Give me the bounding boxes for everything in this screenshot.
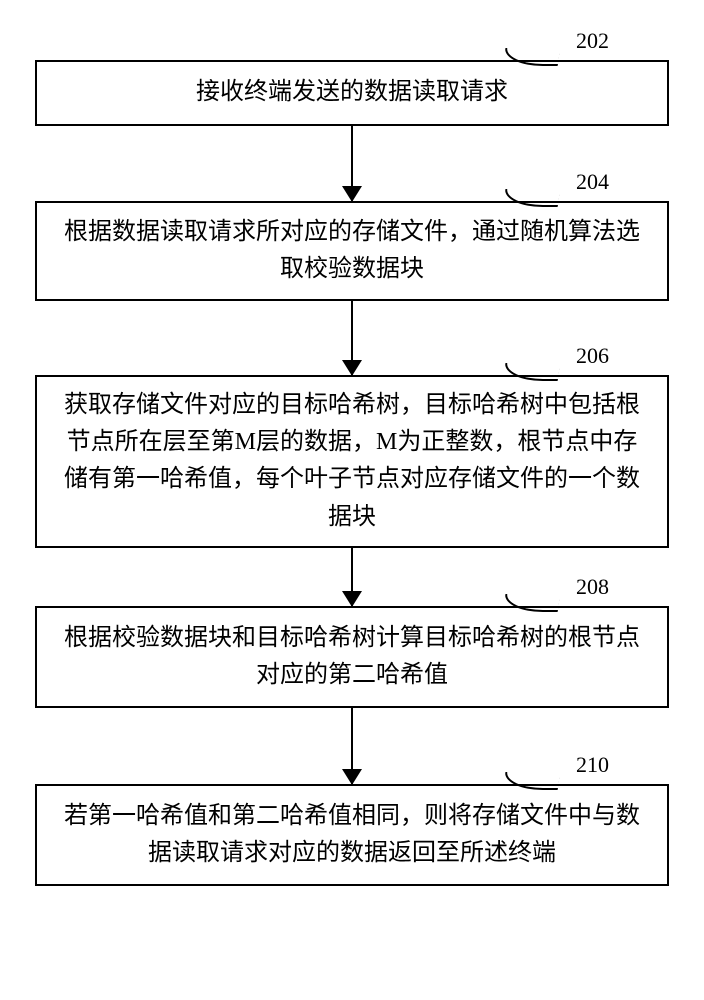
arrow-down-icon — [351, 126, 354, 201]
arrow-down-icon — [351, 708, 354, 784]
flowchart-step: 204 根据数据读取请求所对应的存储文件，通过随机算法选取校验数据块 — [35, 201, 669, 375]
arrow-down-icon — [351, 548, 354, 606]
flowchart-box: 若第一哈希值和第二哈希值相同，则将存储文件中与数据读取请求对应的数据返回至所述终… — [35, 784, 669, 886]
arrow-down-icon — [351, 301, 354, 375]
box-text: 根据数据读取请求所对应的存储文件，通过随机算法选取校验数据块 — [55, 214, 649, 288]
flowchart-step: 206 获取存储文件对应的目标哈希树，目标哈希树中包括根节点所在层至第M层的数据… — [35, 375, 669, 606]
step-label: 206 — [576, 343, 609, 369]
step-label: 204 — [576, 169, 609, 195]
flowchart-box: 根据数据读取请求所对应的存储文件，通过随机算法选取校验数据块 — [35, 201, 669, 301]
flowchart-container: 202 接收终端发送的数据读取请求 204 根据数据读取请求所对应的存储文件，通… — [35, 60, 669, 886]
step-label: 208 — [576, 574, 609, 600]
box-text: 根据校验数据块和目标哈希树计算目标哈希树的根节点对应的第二哈希值 — [55, 620, 649, 694]
box-text: 若第一哈希值和第二哈希值相同，则将存储文件中与数据读取请求对应的数据返回至所述终… — [55, 798, 649, 872]
flowchart-box: 获取存储文件对应的目标哈希树，目标哈希树中包括根节点所在层至第M层的数据，M为正… — [35, 375, 669, 548]
flowchart-box: 接收终端发送的数据读取请求 — [35, 60, 669, 126]
step-label: 210 — [576, 752, 609, 778]
step-label: 202 — [576, 28, 609, 54]
box-text: 获取存储文件对应的目标哈希树，目标哈希树中包括根节点所在层至第M层的数据，M为正… — [55, 387, 649, 536]
box-text: 接收终端发送的数据读取请求 — [196, 74, 508, 111]
flowchart-box: 根据校验数据块和目标哈希树计算目标哈希树的根节点对应的第二哈希值 — [35, 606, 669, 708]
flowchart-step: 202 接收终端发送的数据读取请求 — [35, 60, 669, 201]
flowchart-step: 210 若第一哈希值和第二哈希值相同，则将存储文件中与数据读取请求对应的数据返回… — [35, 784, 669, 886]
flowchart-step: 208 根据校验数据块和目标哈希树计算目标哈希树的根节点对应的第二哈希值 — [35, 606, 669, 784]
